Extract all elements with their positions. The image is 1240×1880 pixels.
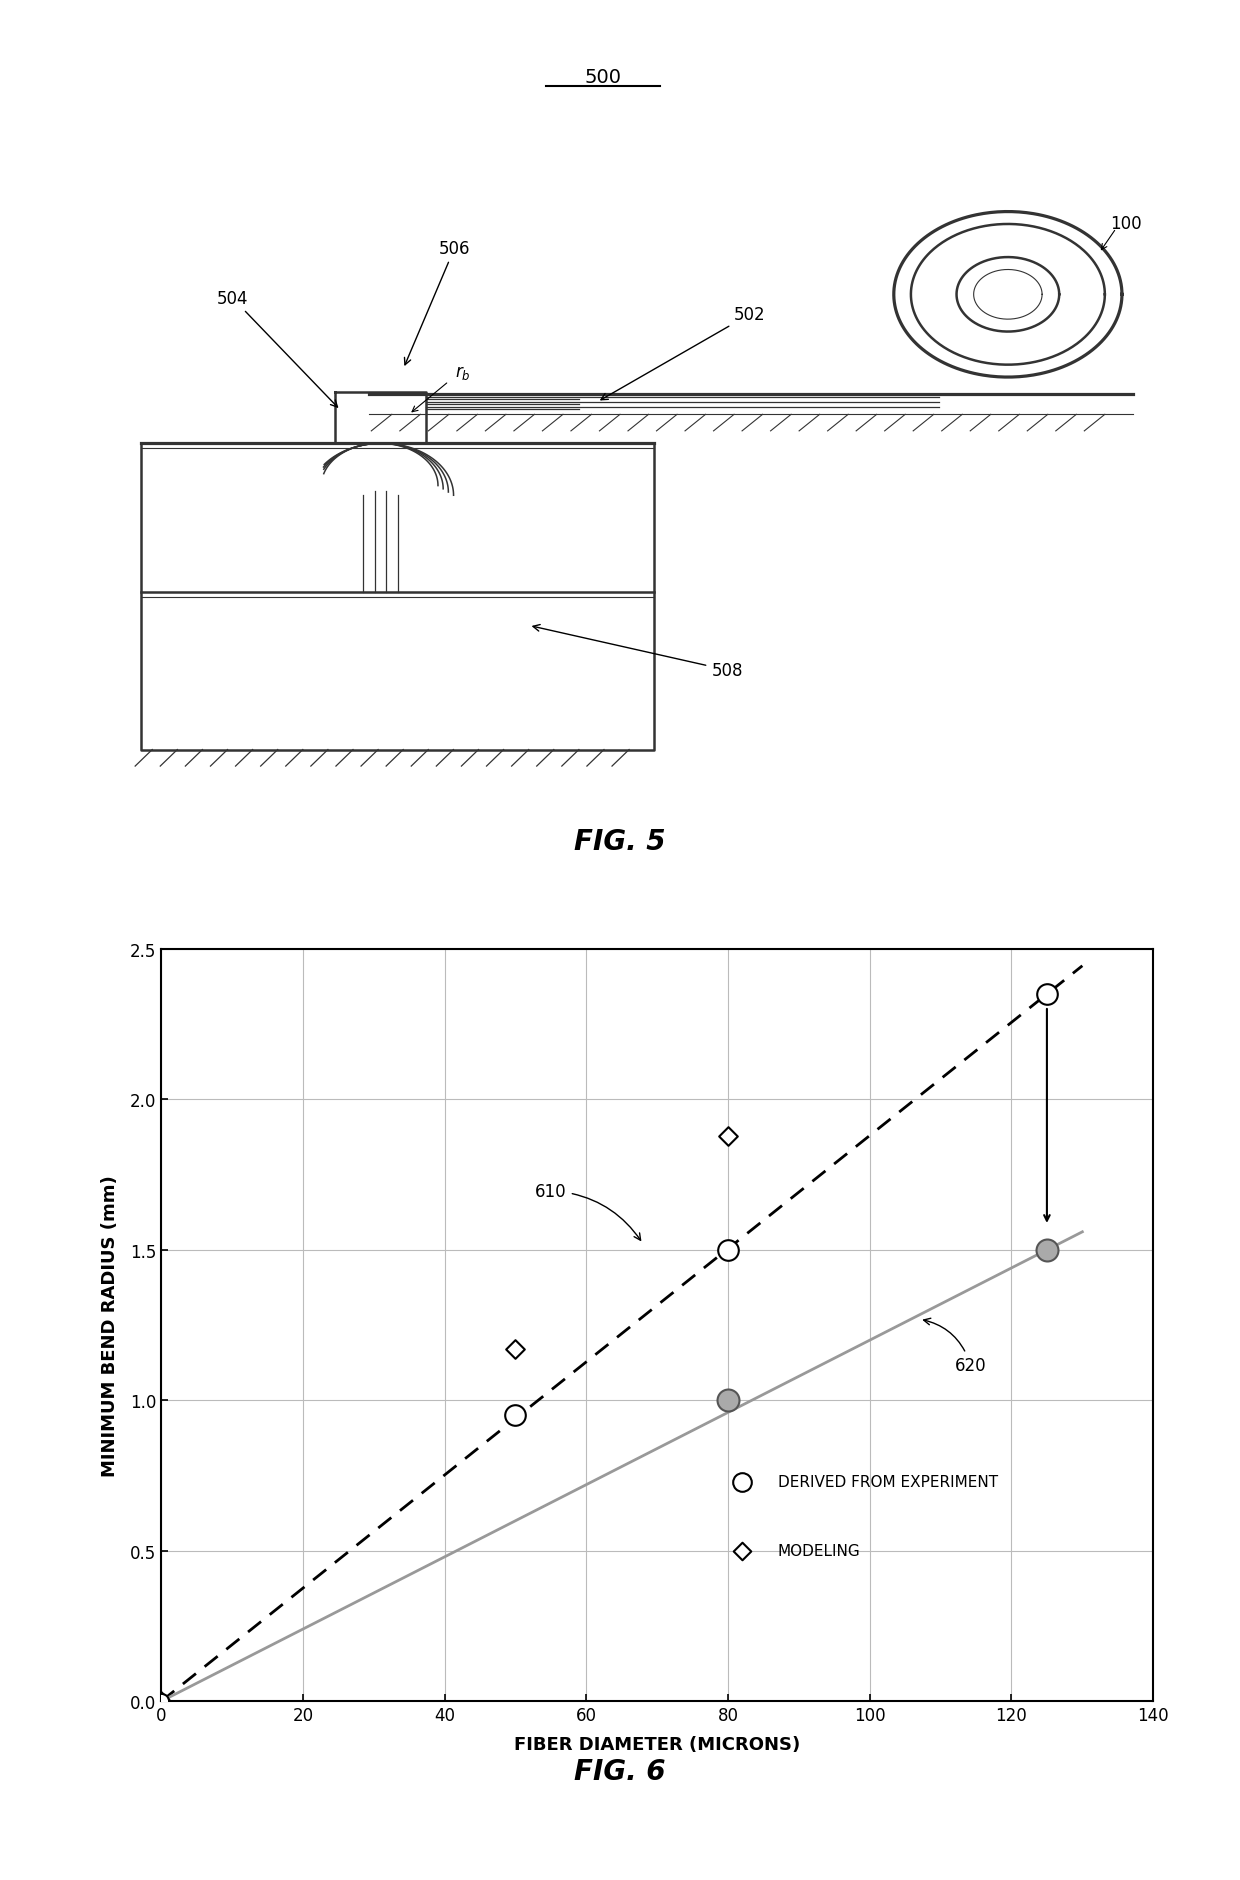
Point xyxy=(718,1120,738,1151)
Text: 610: 610 xyxy=(536,1183,641,1241)
Y-axis label: MINIMUM BEND RADIUS (mm): MINIMUM BEND RADIUS (mm) xyxy=(100,1175,119,1476)
Point xyxy=(506,1335,526,1365)
Point xyxy=(1037,979,1056,1010)
Text: 100: 100 xyxy=(1111,214,1142,233)
Point xyxy=(718,1386,738,1416)
Text: 506: 506 xyxy=(404,241,470,365)
Text: $r_b$: $r_b$ xyxy=(455,365,470,382)
Text: 500: 500 xyxy=(584,68,621,86)
Text: DERIVED FROM EXPERIMENT: DERIVED FROM EXPERIMENT xyxy=(777,1474,998,1489)
Text: FIG. 6: FIG. 6 xyxy=(574,1758,666,1784)
Text: 502: 502 xyxy=(601,306,766,400)
Text: FIG. 5: FIG. 5 xyxy=(574,827,666,855)
Text: MODELING: MODELING xyxy=(777,1543,861,1559)
Text: 508: 508 xyxy=(533,626,743,681)
Point xyxy=(733,1536,753,1566)
Point xyxy=(718,1235,738,1265)
Point xyxy=(506,1401,526,1431)
X-axis label: FIBER DIAMETER (MICRONS): FIBER DIAMETER (MICRONS) xyxy=(515,1735,800,1754)
Text: 620: 620 xyxy=(924,1318,987,1374)
Point xyxy=(1037,1235,1056,1265)
Point xyxy=(733,1466,753,1496)
Point xyxy=(151,1686,171,1716)
Text: 504: 504 xyxy=(216,290,337,408)
Point xyxy=(151,1686,171,1716)
Point xyxy=(1037,979,1056,1010)
